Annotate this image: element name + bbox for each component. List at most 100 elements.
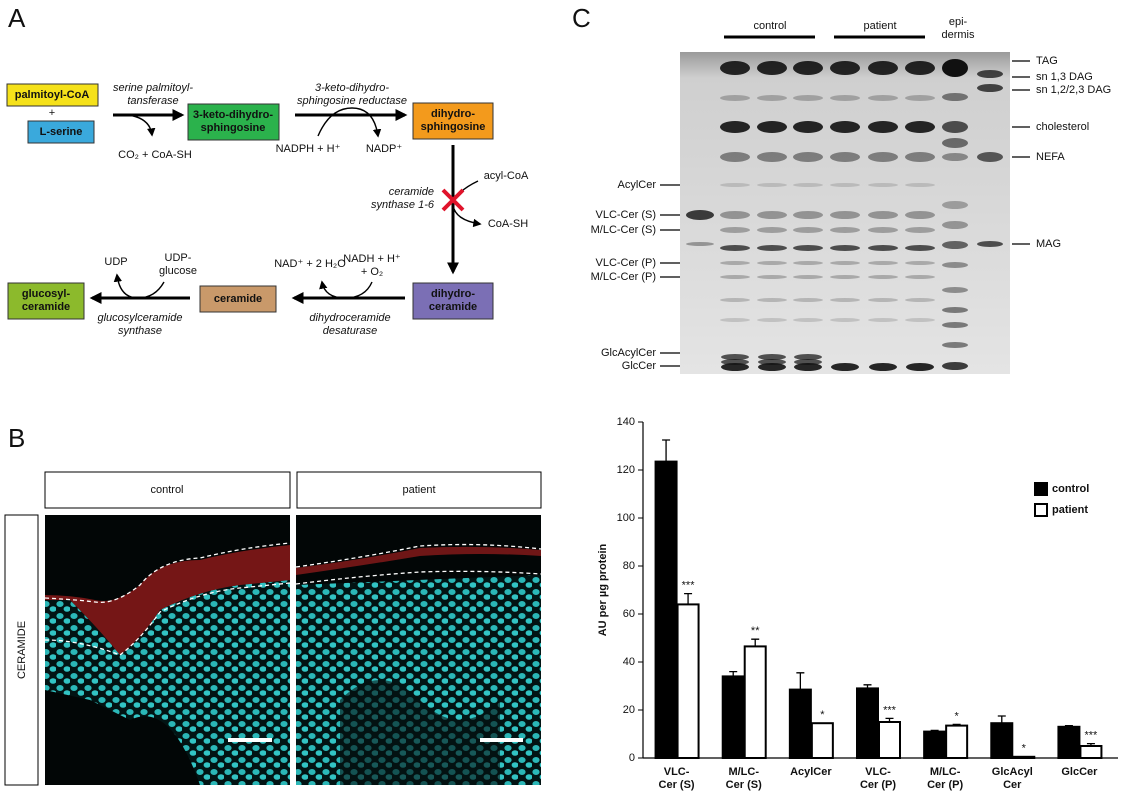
bar — [676, 603, 700, 760]
tlc-band — [868, 298, 898, 302]
node: 3-keto-dihydro-sphingosine — [187, 103, 280, 141]
band-label: sn 1,2/2,3 DAG — [1036, 84, 1111, 96]
tlc-band — [720, 152, 750, 162]
tlc-band — [758, 363, 786, 371]
cofactor: NADPH + H⁺ — [276, 143, 341, 155]
tlc-band — [942, 93, 968, 101]
tlc-band — [905, 318, 935, 322]
band-label: AcylCer — [617, 179, 656, 191]
tlc-band — [830, 61, 860, 75]
tlc-band — [942, 362, 968, 370]
tlc-band — [720, 275, 750, 279]
tlc-band — [757, 261, 787, 265]
band-label: NEFA — [1036, 151, 1065, 163]
node: palmitoyl-CoA — [6, 83, 99, 107]
tlc-band — [977, 84, 1003, 92]
panel-a: A palmitoyl-CoA + L-serine 3-keto-dihydr… — [6, 3, 529, 337]
legend-label: control — [1052, 483, 1089, 495]
x-tick-label: GlcAcyl Cer — [992, 766, 1033, 791]
tlc-band — [942, 121, 968, 133]
node-label: palmitoyl-CoA — [15, 89, 90, 101]
tlc-band — [906, 363, 934, 371]
y-axis-label: AU per µg protein — [597, 543, 609, 636]
tlc-band — [942, 138, 968, 148]
tlc-band — [942, 287, 968, 293]
cofactor: NAD⁺ + 2 H₂O — [274, 258, 346, 270]
tlc-band — [905, 245, 935, 251]
x-tick-label: M/LC-Cer (P) — [927, 766, 963, 791]
significance-label: *** — [682, 580, 696, 592]
enzyme: dihydroceramide desaturase — [309, 312, 390, 337]
tlc-band — [868, 95, 898, 101]
error-bar — [796, 672, 805, 690]
plus: + — [49, 107, 55, 119]
bar — [945, 724, 969, 759]
tlc-band — [757, 121, 787, 133]
node: L-serine — [27, 120, 95, 144]
error-bar — [751, 638, 760, 647]
tlc-band — [977, 70, 1003, 78]
tlc-band — [720, 318, 750, 322]
band-label: sn 1,3 DAG — [1036, 71, 1093, 83]
tlc-band — [869, 363, 897, 371]
arrow — [113, 273, 165, 299]
tlc-plate — [680, 52, 1010, 374]
tlc-band — [721, 354, 749, 360]
band-label: MAG — [1036, 238, 1061, 250]
y-tick-label: 0 — [629, 752, 635, 764]
bar — [654, 460, 678, 759]
cofactor: NADP⁺ — [366, 143, 403, 155]
tlc-band — [831, 363, 859, 371]
enzyme: 3-keto-dihydro-sphingosine reductase — [297, 82, 407, 107]
panel-c: C control patient epi-dermis TAG sn 1,3 D… — [572, 3, 1111, 374]
tlc-band — [830, 275, 860, 279]
tlc-band — [793, 245, 823, 251]
tlc-band — [830, 245, 860, 251]
tlc-band — [830, 227, 860, 233]
bar — [1012, 755, 1036, 759]
tlc-band — [868, 183, 898, 187]
significance-label: * — [1022, 743, 1027, 755]
tlc-band — [757, 245, 787, 251]
legend-swatch — [1034, 482, 1048, 496]
tlc-band — [905, 183, 935, 187]
band-label: GlcCer — [622, 360, 657, 372]
tlc-band — [720, 121, 750, 133]
y-tick-label: 140 — [617, 416, 635, 428]
y-tick-label: 100 — [617, 512, 635, 524]
significance-label: *** — [1085, 730, 1099, 742]
tlc-band — [868, 61, 898, 75]
bar — [810, 722, 834, 760]
tlc-band — [721, 363, 749, 371]
tlc-band — [757, 183, 787, 187]
block-mark — [441, 188, 465, 212]
lane-group: epi-dermis — [941, 16, 975, 41]
significance-label: * — [820, 709, 825, 721]
arrow — [317, 107, 382, 138]
band-label: VLC-Cer (P) — [595, 257, 656, 269]
bar-chart: AU per µg protein 020406080100120140***V… — [597, 416, 1118, 791]
significance-label: * — [955, 710, 960, 722]
bar — [743, 645, 767, 760]
tlc-band — [793, 152, 823, 162]
bar — [990, 722, 1014, 760]
tlc-band — [720, 61, 750, 75]
node-label: 3-keto-dihydro-sphingosine — [193, 109, 273, 134]
cofactor: UDP-glucose — [159, 252, 197, 277]
column-header: control — [150, 484, 183, 496]
tlc-band — [793, 95, 823, 101]
tlc-band — [757, 61, 787, 75]
tlc-band — [720, 183, 750, 187]
tlc-band — [794, 359, 822, 365]
x-tick-label: VLC-Cer (P) — [860, 766, 896, 791]
tlc-band — [757, 227, 787, 233]
tlc-band — [905, 298, 935, 302]
column-header-box — [296, 471, 542, 509]
legend-label: patient — [1052, 504, 1088, 516]
tlc-band — [686, 210, 714, 220]
tlc-band — [793, 298, 823, 302]
node: ceramide — [199, 285, 277, 313]
tlc-band — [868, 152, 898, 162]
column-header-box — [44, 471, 291, 509]
